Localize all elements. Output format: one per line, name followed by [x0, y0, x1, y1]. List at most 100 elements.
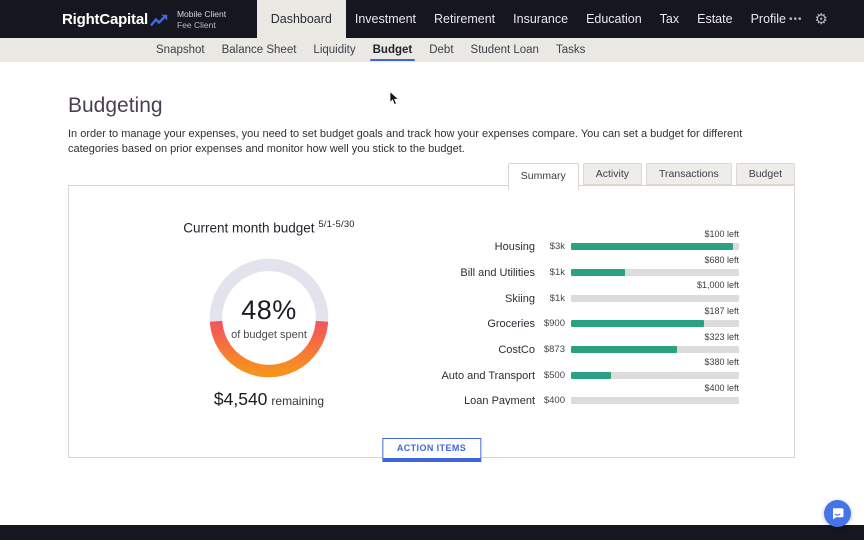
budget-amount-label: $1k	[549, 267, 565, 279]
card-tab-label: Activity	[595, 168, 629, 180]
sub-nav-item[interactable]: Student Loan	[470, 44, 540, 56]
sub-nav-item-label: Tasks	[555, 44, 586, 56]
budget-bar-row: $323 left CostCo $873	[411, 331, 739, 357]
budget-bar-track	[571, 397, 739, 405]
sub-nav-item[interactable]: Balance Sheet	[221, 44, 298, 56]
category-label: Loan Payment	[464, 395, 535, 405]
donut-caption: of budget spent	[231, 329, 307, 341]
budget-amount-label: $900	[543, 318, 565, 330]
top-nav-item-label: Retirement	[434, 12, 496, 26]
budget-bar-row: $187 left Groceries $900	[411, 305, 739, 331]
amount-left-label: $100 left	[704, 229, 739, 239]
card-tab[interactable]: Transactions	[646, 163, 732, 185]
sub-nav-item-label: Balance Sheet	[221, 44, 297, 56]
top-nav-item-label: Tax	[659, 12, 680, 26]
budget-bar-track	[571, 269, 739, 277]
gear-icon[interactable]: ⚙	[814, 11, 828, 28]
budget-bar-track	[571, 371, 739, 379]
budget-amount-label: $500	[543, 369, 565, 381]
budget-bar-list: $100 left Housing $3k $680 left Bill and…	[411, 228, 739, 405]
budget-summary-card: Current month budget 5/1-5/30 48% of bud…	[68, 185, 795, 462]
chat-launcher-button[interactable]	[824, 500, 851, 527]
budget-bar-fill	[571, 346, 677, 354]
sub-nav-item-label: Snapshot	[156, 44, 205, 56]
budget-bar-row: $100 left Housing $3k	[411, 228, 739, 254]
budget-bar-row: $680 left Bill and Utilities $1k	[411, 254, 739, 280]
sub-nav-item[interactable]: Tasks	[555, 44, 586, 56]
action-items-button[interactable]: ACTION ITEMS	[381, 438, 482, 462]
more-menu-icon[interactable]: •••	[789, 13, 803, 25]
budget-bar-row: $1,000 left Skiing $1k	[411, 279, 739, 305]
amount-left-label: $323 left	[704, 331, 739, 342]
top-nav-item[interactable]: Estate	[688, 0, 741, 38]
top-nav-item-label: Estate	[697, 12, 733, 26]
page-description: In order to manage your expenses, you ne…	[68, 128, 743, 155]
budget-bar-track	[571, 294, 739, 302]
top-nav-item[interactable]: Insurance	[504, 0, 577, 38]
page-title: Budgeting	[68, 94, 163, 117]
card-tab[interactable]: Activity	[582, 163, 642, 185]
category-label: Bill and Utilities	[460, 267, 535, 280]
top-nav-item[interactable]: Education	[577, 0, 651, 38]
top-nav-item[interactable]: Investment	[346, 0, 425, 38]
budget-bar-track	[571, 243, 739, 251]
amount-left-label: $680 left	[704, 254, 739, 265]
budget-amount-label: $3k	[549, 241, 565, 253]
donut-center-text: 48% of budget spent	[204, 253, 334, 383]
budget-bar-row: $400 left Loan Payment $400	[411, 382, 739, 405]
budget-bar-track	[571, 320, 739, 328]
sub-nav-item[interactable]: Liquidity	[312, 44, 356, 56]
top-nav-item-label: Insurance	[513, 12, 569, 26]
sub-nav: Snapshot Balance Sheet Liquidity Budget …	[0, 38, 864, 62]
sub-nav-item[interactable]: Snapshot	[155, 44, 206, 56]
top-nav-item[interactable]: Dashboard	[256, 0, 346, 38]
donut-percent: 48%	[241, 295, 297, 325]
budget-bar-track	[571, 346, 739, 354]
card-tab-label: Transactions	[659, 168, 719, 180]
donut-period: 5/1-5/30	[318, 219, 355, 230]
budget-amount-label: $1k	[549, 292, 565, 304]
amount-left-label: $187 left	[704, 306, 739, 317]
remaining-summary: $4,540 remaining	[214, 389, 324, 410]
budget-amount-label: $873	[543, 344, 565, 356]
budget-donut-chart	[204, 253, 334, 383]
card-tab-label: Summary	[520, 170, 566, 182]
top-app-bar: RightCapital Mobile Client Fee Client Da…	[0, 0, 864, 38]
sub-nav-item[interactable]: Budget	[369, 44, 415, 61]
top-nav-item-label: Education	[586, 12, 642, 26]
top-nav: Dashboard Investment Retirement Insuranc…	[256, 0, 795, 38]
bottom-bar	[0, 525, 864, 540]
top-nav-item-label: Dashboard	[270, 12, 332, 26]
top-nav-item[interactable]: Tax	[651, 0, 688, 38]
client-name: Mobile Client	[176, 9, 227, 19]
sub-nav-item-label: Budget	[372, 44, 413, 56]
budget-bar-fill	[571, 243, 734, 251]
trending-up-icon	[150, 14, 168, 26]
card-tab-label: Budget	[748, 168, 782, 180]
mouse-cursor	[389, 91, 400, 106]
chat-icon	[833, 508, 844, 520]
amount-left-label: $380 left	[704, 357, 739, 368]
category-label: Housing	[494, 241, 535, 254]
donut-title: Current month budget 5/1-5/30	[183, 219, 355, 236]
amount-left-label: $400 left	[704, 383, 739, 394]
top-nav-item[interactable]: Retirement	[425, 0, 504, 38]
sub-nav-item-label: Student Loan	[470, 44, 539, 56]
budget-amount-label: $400	[543, 395, 565, 405]
remaining-label: remaining	[271, 394, 325, 408]
sub-nav-item-label: Debt	[429, 44, 454, 56]
card-tab[interactable]: Summary	[507, 163, 579, 190]
top-nav-item[interactable]: Profile	[742, 0, 795, 38]
card-tab[interactable]: Budget	[735, 163, 795, 185]
budget-bar-fill	[571, 320, 705, 328]
donut-title-text: Current month budget	[183, 220, 315, 236]
budget-bar-fill	[571, 371, 612, 379]
sub-nav-item[interactable]: Debt	[428, 44, 454, 56]
client-subname: Fee Client	[176, 20, 216, 30]
budget-bar-row: $380 left Auto and Transport $500	[411, 356, 739, 382]
category-label: Skiing	[505, 292, 535, 305]
category-label: Auto and Transport	[441, 369, 535, 382]
brand-logo[interactable]: RightCapital Mobile Client Fee Client	[62, 8, 226, 30]
remaining-amount: $4,540	[213, 389, 268, 409]
budget-bar-fill	[571, 269, 625, 277]
